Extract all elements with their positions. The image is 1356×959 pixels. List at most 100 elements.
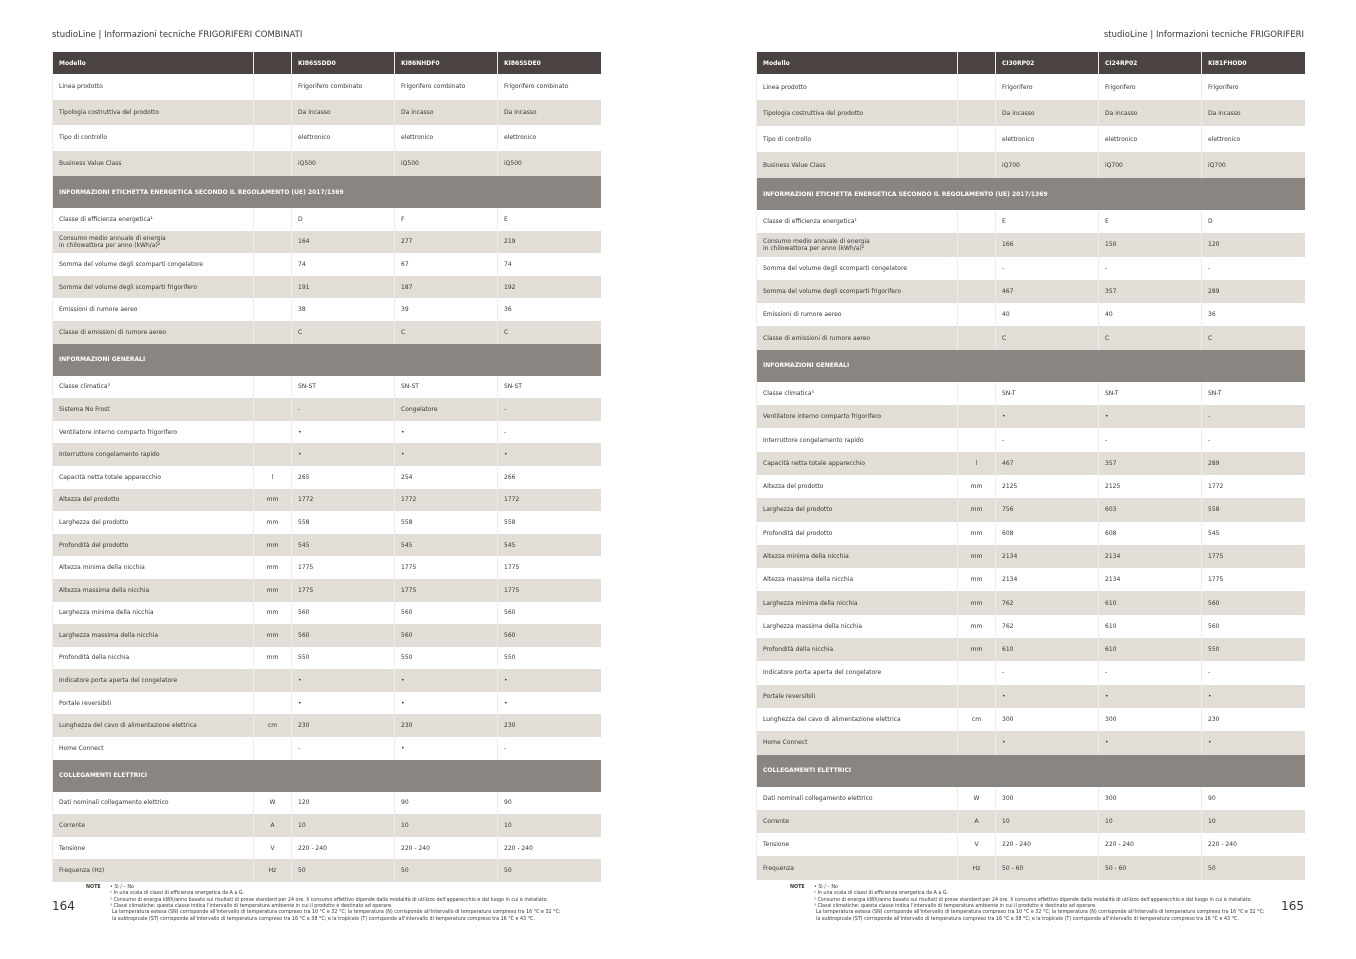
row-label: Altezza minima della nicchia — [756, 544, 958, 569]
page-number: 165 — [1281, 899, 1304, 913]
row-label: Lunghezza del cavo di alimentazione elet… — [756, 707, 958, 732]
note-line: La temperatura estesa (SN) corrisponde a… — [112, 910, 561, 916]
unit-cell: l — [253, 465, 292, 489]
value-cell: 150 — [1098, 233, 1202, 257]
note-line: ² Consumo di energia kWh/anno basato sui… — [814, 897, 1252, 903]
data-row: Larghezza del prodotto mm 756 603 558 — [756, 498, 1305, 522]
section-title: INFORMAZIONI GENERALI — [52, 343, 601, 376]
value-cell: 2125 — [995, 474, 1099, 499]
value-cell: • — [394, 691, 498, 715]
unit-cell — [957, 326, 996, 350]
value-cell: Da incasso — [394, 99, 498, 125]
value-cell: F — [394, 208, 498, 231]
value-cell: 164 — [291, 230, 395, 254]
value-cell: SN-ST — [394, 375, 498, 399]
value-cell: elettronico — [1201, 126, 1305, 152]
value-cell: - — [1098, 428, 1202, 452]
data-row: Consumo medio annuale di energia in chil… — [52, 230, 601, 254]
data-row: Somma del volume degli scomparti frigori… — [52, 275, 601, 299]
value-cell: - — [291, 398, 395, 421]
data-row: Altezza del prodotto mm 1772 1772 1772 — [52, 488, 601, 512]
value-cell: • — [394, 420, 498, 444]
value-cell: 50 - 60 — [995, 856, 1099, 880]
row-label: Corrente — [756, 809, 958, 834]
data-row: Classe di efficienza energetica¹ D F E — [52, 208, 601, 231]
value-cell: 357 — [1098, 279, 1202, 304]
value-cell: C — [1098, 326, 1202, 350]
row-label: Capacità netta totale apparecchio — [756, 451, 958, 475]
row-label: Portale reversibili — [52, 691, 254, 715]
value-cell: 1772 — [394, 488, 498, 512]
value-cell: 289 — [1201, 451, 1305, 475]
data-row: Larghezza massima della nicchia mm 560 560 5… — [52, 624, 601, 647]
data-row: Somma del volume degli scomparti frigori… — [756, 279, 1305, 304]
value-cell: • — [291, 669, 395, 692]
value-cell: iQ700 — [1098, 152, 1202, 178]
data-row: Classe di emissioni di rumore aereo C C C — [52, 320, 601, 344]
data-row: Linea prodotto Frigorifero combinato Frigo… — [52, 74, 601, 100]
value-cell: 2125 — [1098, 474, 1202, 499]
unit-cell: V — [957, 833, 996, 857]
value-cell: 558 — [394, 511, 498, 534]
value-cell: C — [291, 320, 395, 344]
header-cell: KI86SSDE0 — [497, 52, 601, 74]
value-cell: 550 — [291, 646, 395, 670]
unit-cell: A — [253, 814, 292, 837]
value-cell: 40 — [995, 303, 1099, 327]
value-cell: elettronico — [1098, 126, 1202, 152]
row-label: Larghezza del prodotto — [756, 498, 958, 522]
page-header: studioLine | Informazioni tecniche FRIGO… — [1103, 30, 1304, 40]
value-cell: • — [497, 691, 601, 715]
row-label: Tensione — [756, 833, 958, 857]
value-cell: 120 — [1201, 233, 1305, 257]
unit-cell — [253, 398, 292, 421]
section-row: INFORMAZIONI ETICHETTA ENERGETICA SECOND… — [756, 178, 1305, 210]
row-label: Profondità della nicchia — [756, 638, 958, 662]
row-label: Business Value Class — [756, 152, 958, 178]
data-row: Classe di efficienza energetica¹ E E D — [756, 210, 1305, 234]
row-label: Dati nominali collegamento elettrico — [52, 791, 254, 815]
unit-cell: mm — [957, 638, 996, 662]
row-label: Larghezza massima della nicchia — [756, 614, 958, 639]
unit-cell: mm — [957, 474, 996, 499]
data-row: Altezza minima della nicchia mm 1775 1775 17… — [52, 556, 601, 579]
value-cell: 1775 — [497, 556, 601, 579]
unit-cell — [957, 152, 996, 178]
unit-cell — [957, 381, 996, 406]
row-label: Altezza massima della nicchia — [756, 568, 958, 592]
value-cell: C — [995, 326, 1099, 350]
note-line: La temperatura estesa (SN) corrisponde a… — [816, 910, 1265, 916]
value-cell: • — [1098, 731, 1202, 755]
value-cell: • — [291, 691, 395, 715]
unit-cell — [957, 405, 996, 429]
value-cell: - — [1098, 661, 1202, 685]
value-cell: elettronico — [995, 126, 1099, 152]
value-cell: 90 — [1201, 786, 1305, 810]
value-cell: 191 — [291, 275, 395, 299]
value-cell: Frigorifero — [995, 74, 1099, 100]
header-cell: Modello — [52, 52, 254, 74]
unit-cell — [253, 208, 292, 231]
value-cell: 50 — [291, 859, 395, 883]
value-cell: 254 — [394, 465, 498, 489]
unit-cell — [957, 256, 996, 280]
unit-cell — [253, 298, 292, 321]
value-cell: 550 — [497, 646, 601, 670]
value-cell: 90 — [394, 791, 498, 815]
unit-cell: cm — [957, 707, 996, 732]
value-cell: 545 — [291, 533, 395, 557]
unit-cell — [253, 253, 292, 276]
data-row: Frequenza Hz 50 - 60 50 - 60 50 — [756, 856, 1305, 880]
value-cell: 560 — [394, 624, 498, 647]
value-cell: elettronico — [497, 125, 601, 151]
value-cell: Frigorifero — [1201, 74, 1305, 100]
row-label: Home Connect — [756, 731, 958, 755]
value-cell: 230 — [394, 714, 498, 738]
value-cell: SN-ST — [291, 375, 395, 399]
value-cell: D — [1201, 210, 1305, 234]
note-line: • Sì / – No — [110, 885, 134, 890]
value-cell: SN-T — [995, 381, 1099, 406]
value-cell: 560 — [291, 601, 395, 625]
value-cell: iQ500 — [497, 150, 601, 176]
value-cell: 2134 — [995, 568, 1099, 592]
